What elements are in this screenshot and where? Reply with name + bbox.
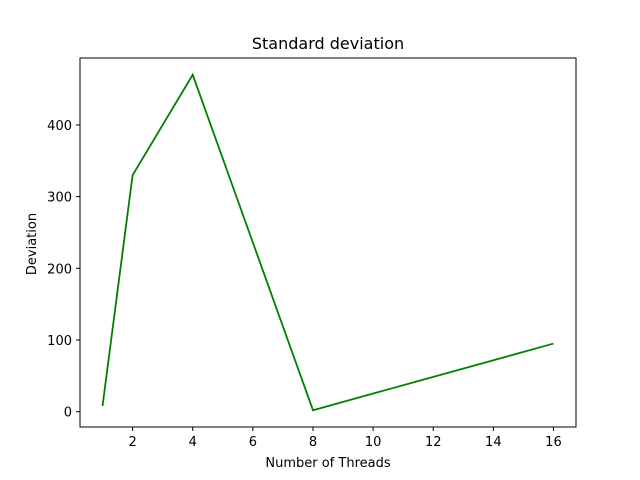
y-tick-label: 0 bbox=[64, 406, 72, 421]
x-tick-label: 14 bbox=[485, 435, 502, 450]
x-tick-label: 16 bbox=[545, 435, 562, 450]
y-tick-label: 100 bbox=[47, 334, 72, 349]
x-tick-label: 2 bbox=[128, 435, 136, 450]
y-tick-label: 400 bbox=[47, 119, 72, 134]
x-tick-label: 10 bbox=[365, 435, 382, 450]
x-axis-label: Number of Threads bbox=[265, 456, 390, 471]
y-axis-label: Deviation bbox=[25, 213, 40, 275]
y-tick-label: 200 bbox=[47, 262, 72, 277]
chart-title: Standard deviation bbox=[252, 34, 404, 53]
x-tick-label: 12 bbox=[425, 435, 442, 450]
x-tick-label: 4 bbox=[189, 435, 197, 450]
x-axis: 2 4 6 8 10 12 14 16 bbox=[128, 427, 562, 450]
y-axis: 0 100 200 300 400 bbox=[47, 119, 80, 421]
series-group bbox=[101, 72, 554, 412]
plot-frame bbox=[79, 57, 577, 428]
y-tick-label: 300 bbox=[47, 191, 72, 206]
x-tick-label: 6 bbox=[249, 435, 257, 450]
x-tick-label: 8 bbox=[309, 435, 317, 450]
